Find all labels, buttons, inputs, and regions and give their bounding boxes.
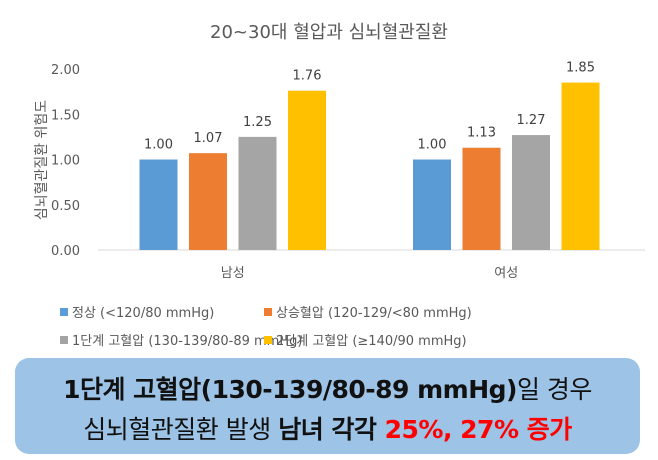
x-tick-label: 여성 — [494, 266, 518, 281]
legend-swatch — [264, 335, 272, 344]
x-tick-label: 남성 — [221, 266, 245, 281]
callout-line-1: 1단계 고혈압(130-139/80-89 mmHg)일 경우 — [15, 370, 640, 406]
bar — [139, 159, 178, 250]
legend-label: 상승혈압 (120-129/<80 mmHg) — [276, 306, 472, 321]
legend-item-1: 상승혈압 (120-129/<80 mmHg) — [264, 302, 472, 321]
legend-swatch — [264, 307, 272, 316]
legend-item-2: 1단계 고혈압 (130-139/80-89 mmHg) — [60, 330, 302, 349]
bar — [288, 90, 326, 250]
legend-label: 정상 (<120/80 mmHg) — [72, 306, 215, 321]
legend-label: 1단계 고혈압 (130-139/80-89 mmHg) — [72, 334, 303, 349]
chart-title: 20~30대 혈압과 심뇌혈관질환 — [210, 22, 448, 43]
callout-bold: 남녀 각각 — [278, 415, 385, 444]
bar — [238, 136, 277, 250]
callout-bold: 1단계 고혈압(130-139/80-89 mmHg) — [63, 375, 517, 404]
legend-item-3: 2단계 고혈압 (≥140/90 mmHg) — [264, 330, 467, 349]
bar — [462, 147, 501, 250]
data-label: 1.13 — [467, 126, 496, 141]
data-label: 1.25 — [243, 115, 272, 130]
callout-highlight: 25%, 27% 증가 — [384, 415, 573, 444]
bar — [413, 159, 451, 250]
legend-item-0: 정상 (<120/80 mmHg) — [60, 302, 214, 321]
y-tick-label: 0.00 — [51, 244, 80, 259]
y-axis-label: 심뇌혈관질환 위험도 — [34, 100, 50, 220]
data-label: 1.00 — [144, 138, 173, 153]
bar — [561, 82, 600, 250]
callout-text: 일 경우 — [516, 375, 592, 404]
legend-label: 2단계 고혈압 (≥140/90 mmHg) — [276, 334, 467, 349]
data-label: 1.76 — [293, 69, 322, 84]
data-label: 1.07 — [194, 131, 223, 146]
callout-text: 심뇌혈관질환 발생 — [83, 415, 279, 444]
data-label: 1.27 — [517, 113, 546, 128]
y-tick-label: 2.00 — [51, 63, 80, 78]
y-tick-label: 1.50 — [51, 108, 80, 123]
callout-box: 1단계 고혈압(130-139/80-89 mmHg)일 경우 심뇌혈관질환 발… — [15, 358, 640, 454]
data-label: 1.00 — [418, 138, 447, 153]
bar — [512, 135, 550, 250]
bar — [189, 153, 227, 250]
y-tick-label: 1.00 — [51, 154, 80, 169]
callout-line-2: 심뇌혈관질환 발생 남녀 각각 25%, 27% 증가 — [15, 410, 640, 446]
y-tick-label: 0.50 — [51, 199, 80, 214]
data-label: 1.85 — [566, 61, 595, 76]
legend-swatch — [60, 307, 68, 316]
legend-swatch — [60, 335, 68, 344]
